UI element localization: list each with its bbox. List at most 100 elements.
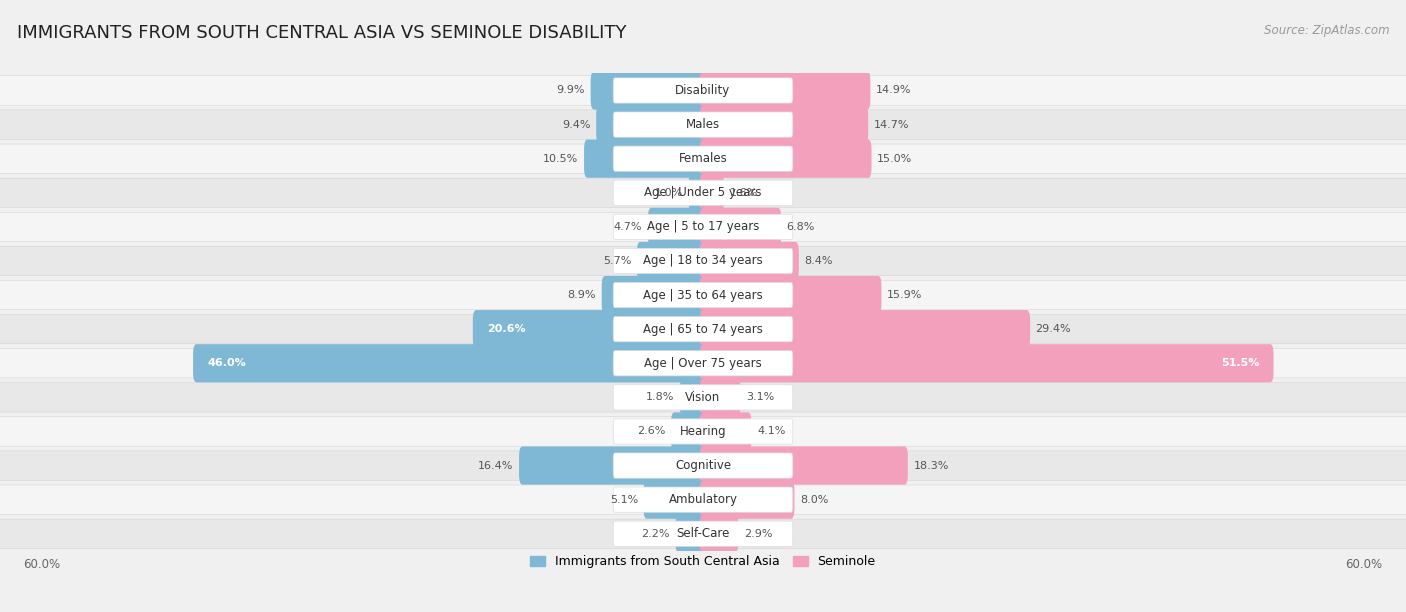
Text: 1.6%: 1.6% (730, 188, 758, 198)
FancyBboxPatch shape (700, 105, 868, 144)
Text: Hearing: Hearing (679, 425, 727, 438)
FancyBboxPatch shape (613, 419, 793, 444)
Text: Females: Females (679, 152, 727, 165)
FancyBboxPatch shape (0, 349, 1406, 378)
FancyBboxPatch shape (613, 487, 793, 512)
FancyBboxPatch shape (0, 178, 1406, 207)
FancyBboxPatch shape (700, 72, 870, 110)
FancyBboxPatch shape (648, 208, 706, 246)
Text: Age | Under 5 years: Age | Under 5 years (644, 186, 762, 200)
FancyBboxPatch shape (613, 146, 793, 171)
FancyBboxPatch shape (671, 412, 706, 450)
FancyBboxPatch shape (700, 515, 738, 553)
FancyBboxPatch shape (613, 351, 793, 376)
Text: 9.4%: 9.4% (562, 119, 591, 130)
FancyBboxPatch shape (519, 447, 706, 485)
FancyBboxPatch shape (472, 310, 706, 348)
FancyBboxPatch shape (0, 451, 1406, 480)
FancyBboxPatch shape (613, 78, 793, 103)
FancyBboxPatch shape (0, 144, 1406, 173)
FancyBboxPatch shape (0, 212, 1406, 242)
FancyBboxPatch shape (613, 112, 793, 137)
FancyBboxPatch shape (613, 283, 793, 308)
Text: Age | 35 to 64 years: Age | 35 to 64 years (643, 289, 763, 302)
FancyBboxPatch shape (0, 485, 1406, 514)
FancyBboxPatch shape (681, 378, 706, 416)
Text: 2.2%: 2.2% (641, 529, 669, 539)
Text: 8.4%: 8.4% (804, 256, 832, 266)
Text: 9.9%: 9.9% (557, 86, 585, 95)
FancyBboxPatch shape (0, 417, 1406, 446)
Text: 8.0%: 8.0% (800, 494, 828, 505)
Text: 14.7%: 14.7% (873, 119, 910, 130)
Text: 4.1%: 4.1% (756, 427, 786, 436)
FancyBboxPatch shape (675, 515, 706, 553)
FancyBboxPatch shape (700, 276, 882, 314)
FancyBboxPatch shape (0, 280, 1406, 310)
Text: 1.0%: 1.0% (655, 188, 683, 198)
FancyBboxPatch shape (591, 72, 706, 110)
FancyBboxPatch shape (0, 315, 1406, 344)
Text: 5.1%: 5.1% (610, 494, 638, 505)
FancyBboxPatch shape (602, 276, 706, 314)
Text: Self-Care: Self-Care (676, 528, 730, 540)
FancyBboxPatch shape (613, 180, 793, 206)
Text: 15.9%: 15.9% (887, 290, 922, 300)
Text: Vision: Vision (685, 391, 721, 404)
FancyBboxPatch shape (0, 76, 1406, 105)
FancyBboxPatch shape (0, 382, 1406, 412)
Text: 51.5%: 51.5% (1220, 358, 1260, 368)
Text: 18.3%: 18.3% (914, 461, 949, 471)
FancyBboxPatch shape (700, 140, 872, 177)
FancyBboxPatch shape (596, 105, 706, 144)
FancyBboxPatch shape (700, 447, 908, 485)
Text: 29.4%: 29.4% (1036, 324, 1071, 334)
Text: Age | 18 to 34 years: Age | 18 to 34 years (643, 255, 763, 267)
FancyBboxPatch shape (700, 344, 1274, 382)
FancyBboxPatch shape (613, 521, 793, 547)
Text: 3.1%: 3.1% (747, 392, 775, 402)
FancyBboxPatch shape (613, 214, 793, 239)
FancyBboxPatch shape (0, 246, 1406, 275)
FancyBboxPatch shape (193, 344, 706, 382)
Text: 20.6%: 20.6% (486, 324, 526, 334)
FancyBboxPatch shape (700, 208, 782, 246)
FancyBboxPatch shape (700, 480, 794, 519)
Text: Age | Over 75 years: Age | Over 75 years (644, 357, 762, 370)
Text: Source: ZipAtlas.com: Source: ZipAtlas.com (1264, 24, 1389, 37)
Text: Ambulatory: Ambulatory (668, 493, 738, 506)
FancyBboxPatch shape (613, 453, 793, 478)
Text: 46.0%: 46.0% (207, 358, 246, 368)
FancyBboxPatch shape (0, 519, 1406, 548)
Text: 1.8%: 1.8% (645, 392, 675, 402)
FancyBboxPatch shape (613, 385, 793, 410)
Text: 4.7%: 4.7% (614, 222, 643, 232)
FancyBboxPatch shape (700, 310, 1031, 348)
Text: Age | 65 to 74 years: Age | 65 to 74 years (643, 323, 763, 335)
FancyBboxPatch shape (583, 140, 706, 177)
Legend: Immigrants from South Central Asia, Seminole: Immigrants from South Central Asia, Semi… (526, 550, 880, 573)
FancyBboxPatch shape (613, 248, 793, 274)
FancyBboxPatch shape (700, 412, 751, 450)
Text: Disability: Disability (675, 84, 731, 97)
FancyBboxPatch shape (0, 110, 1406, 140)
Text: IMMIGRANTS FROM SOUTH CENTRAL ASIA VS SEMINOLE DISABILITY: IMMIGRANTS FROM SOUTH CENTRAL ASIA VS SE… (17, 24, 626, 42)
Text: 10.5%: 10.5% (543, 154, 578, 163)
Text: 5.7%: 5.7% (603, 256, 631, 266)
Text: Age | 5 to 17 years: Age | 5 to 17 years (647, 220, 759, 233)
FancyBboxPatch shape (700, 242, 799, 280)
Text: Males: Males (686, 118, 720, 131)
FancyBboxPatch shape (700, 174, 724, 212)
Text: 2.9%: 2.9% (744, 529, 772, 539)
Text: 16.4%: 16.4% (478, 461, 513, 471)
FancyBboxPatch shape (689, 174, 706, 212)
Text: 2.6%: 2.6% (637, 427, 665, 436)
FancyBboxPatch shape (700, 378, 741, 416)
Text: 15.0%: 15.0% (877, 154, 912, 163)
Text: Cognitive: Cognitive (675, 459, 731, 472)
Text: 14.9%: 14.9% (876, 86, 911, 95)
Text: 6.8%: 6.8% (787, 222, 815, 232)
Text: 8.9%: 8.9% (568, 290, 596, 300)
FancyBboxPatch shape (613, 316, 793, 341)
FancyBboxPatch shape (644, 480, 706, 519)
